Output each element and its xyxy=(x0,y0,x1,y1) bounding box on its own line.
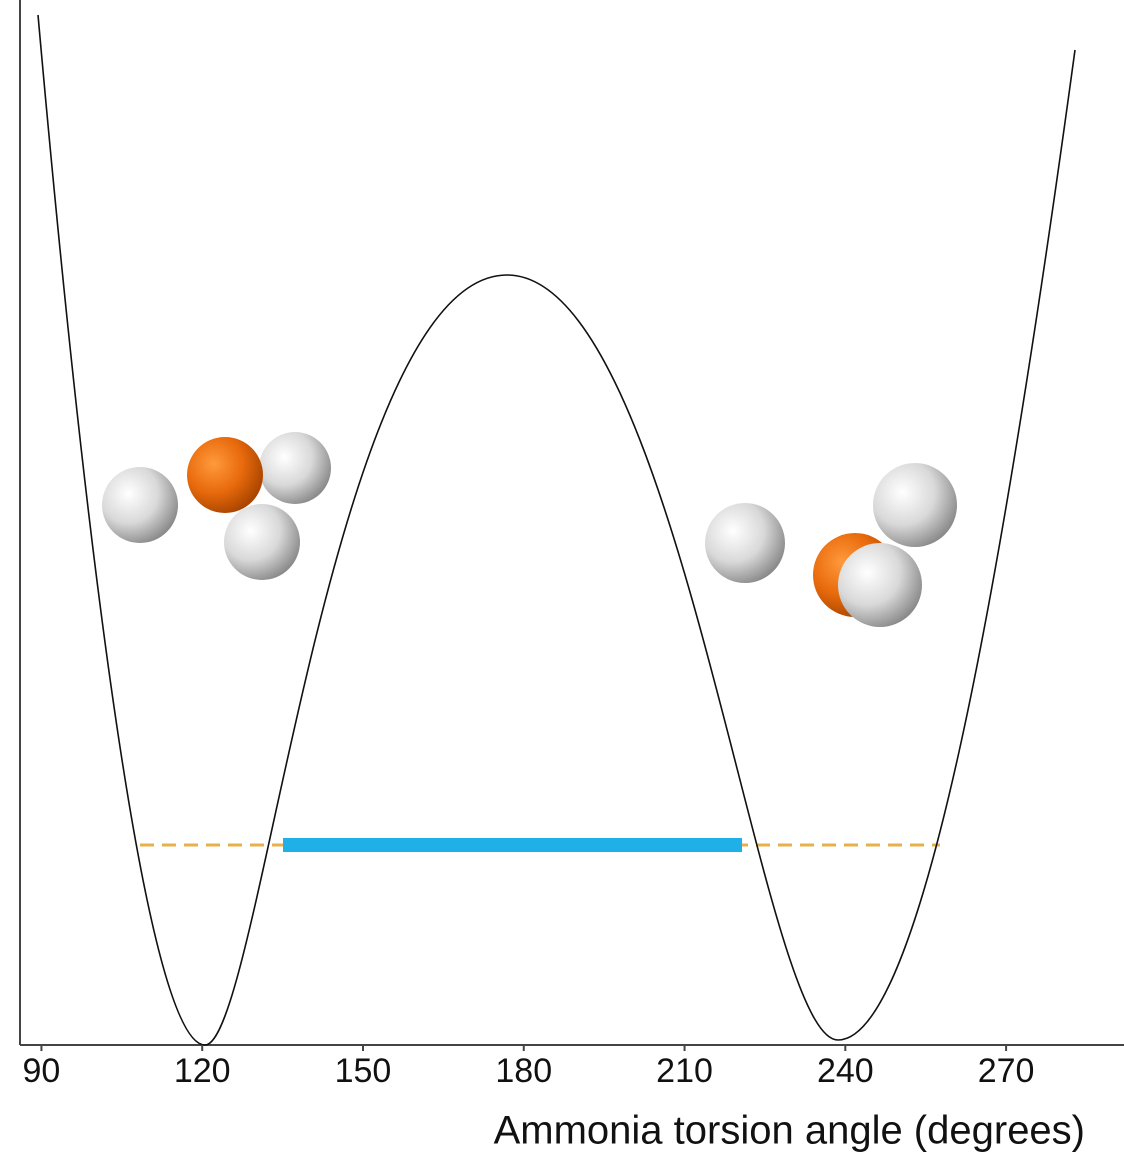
x-tick-label: 270 xyxy=(978,1052,1035,1090)
potential-curve xyxy=(37,14,1076,1046)
x-tick-label: 180 xyxy=(495,1052,552,1090)
x-axis-label: Ammonia torsion angle (degrees) xyxy=(494,1109,1085,1153)
x-tick-label: 150 xyxy=(335,1052,392,1090)
x-tick-label: 210 xyxy=(656,1052,713,1090)
molecule-left xyxy=(102,432,331,580)
molecule-right xyxy=(705,463,957,627)
x-tick-label: 90 xyxy=(23,1052,61,1090)
x-tick-label: 240 xyxy=(817,1052,874,1090)
x-tick-label: 120 xyxy=(174,1052,231,1090)
